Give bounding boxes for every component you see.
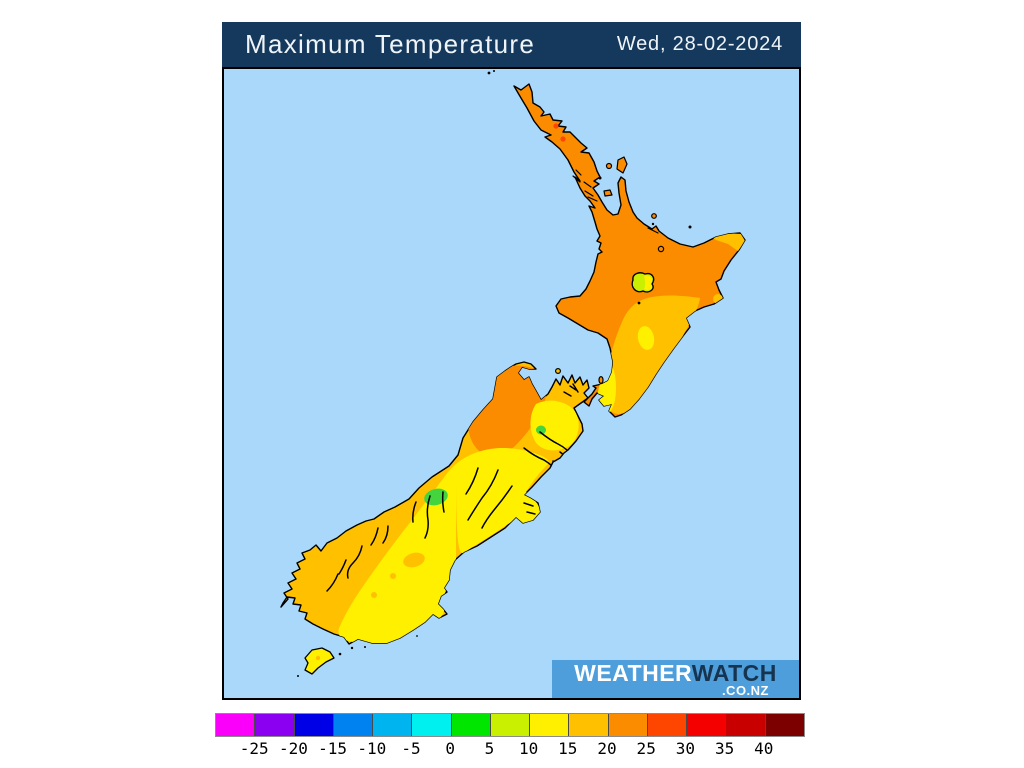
- legend-tick-label: 20: [597, 739, 617, 758]
- temperature-legend: -25 -20 -15 -10 -5 0 5 10 15 20 25 30 35 40: [215, 713, 805, 759]
- ni-northland-30-35c-spot: [553, 123, 559, 129]
- si-green-5-10c-spot-ne: [536, 425, 546, 435]
- ni-15-20c-core: [637, 326, 655, 350]
- offshore-islets: [297, 70, 692, 677]
- nz-temperature-map: [224, 69, 799, 698]
- si-central-15-20c-region: [338, 447, 549, 644]
- watermark-domain: .CO.NZ: [721, 682, 769, 698]
- ni-eastcape-20-25c-strip: [710, 233, 745, 251]
- legend-segment: [725, 714, 765, 736]
- legend-tick-label: -20: [278, 739, 308, 758]
- ni-southeast-20-25c-region: [604, 295, 700, 414]
- legend-segment: [489, 714, 530, 736]
- watermark-brand: WEATHERWATCH: [552, 659, 799, 686]
- legend-tick-label: -10: [357, 739, 387, 758]
- page-title: Maximum Temperature: [245, 29, 536, 59]
- legend-tick-label: 10: [518, 739, 539, 758]
- legend-segment: [411, 714, 451, 736]
- legend-segment: [372, 714, 412, 736]
- mayor-island: [651, 213, 657, 219]
- watermark: WEATHERWATCH .CO.NZ: [552, 660, 799, 698]
- legend-tick-label: -15: [318, 739, 348, 758]
- si-inland-20-25c-dot: [390, 573, 396, 579]
- legend-tick-label: 25: [636, 739, 656, 758]
- si-inland-20-25c-dot: [371, 592, 377, 598]
- great-barrier-island: [554, 156, 657, 385]
- si-northeast-15-20c-patch: [530, 400, 579, 451]
- legend-segment: [293, 714, 333, 736]
- si-inland-20-25c-blob: [403, 552, 425, 568]
- forecast-date: Wed, 28-02-2024: [616, 33, 783, 55]
- lake-taupo: [631, 272, 655, 293]
- watermark-brand-watch: WATCH: [691, 659, 777, 686]
- legend-tick-label: 15: [558, 739, 578, 758]
- legend-segment: [254, 714, 294, 736]
- stewart-island: [304, 647, 335, 675]
- legend-tick-label: -5: [401, 739, 421, 758]
- stewart-20-25c-speck: [315, 655, 321, 661]
- ni-harbours-and-lakes: [572, 169, 665, 305]
- legend-segment: [332, 714, 373, 736]
- legend-segment: [568, 714, 608, 736]
- kapiti-island: [598, 376, 604, 385]
- legend-segment: [764, 714, 804, 736]
- legend-tick-label: -25: [239, 739, 269, 758]
- ni-southwest-15-20c-strip: [596, 363, 616, 416]
- legend-segment: [607, 714, 647, 736]
- legend-bar: [215, 713, 805, 737]
- little-barrier-island: [605, 162, 613, 170]
- legend-tick-label: 0: [445, 739, 456, 758]
- legend-segment: [216, 714, 255, 736]
- legend-tick-label: 35: [714, 739, 735, 758]
- waiheke-island: [603, 189, 613, 197]
- legend-tick-label: 30: [675, 739, 696, 758]
- map-area: WEATHERWATCH .CO.NZ: [222, 67, 801, 700]
- legend-segment: [686, 714, 726, 736]
- watermark-brand-weather: WEATHER: [574, 659, 692, 686]
- legend-segment: [529, 714, 569, 736]
- legend-segment: [450, 714, 490, 736]
- title-bar: Maximum Temperature Wed, 28-02-2024: [222, 22, 801, 67]
- legend-ticks: -25 -20 -15 -10 -5 0 5 10 15 20 25 30 35 40: [215, 739, 805, 759]
- legend-tick-label: 40: [754, 739, 774, 758]
- si-green-5-10c-spot: [424, 488, 448, 506]
- legend-segment: [646, 714, 687, 736]
- ni-northland-30-35c-spot: [560, 136, 566, 142]
- legend-tick-label: 5: [484, 739, 495, 758]
- durville-island: [554, 368, 561, 375]
